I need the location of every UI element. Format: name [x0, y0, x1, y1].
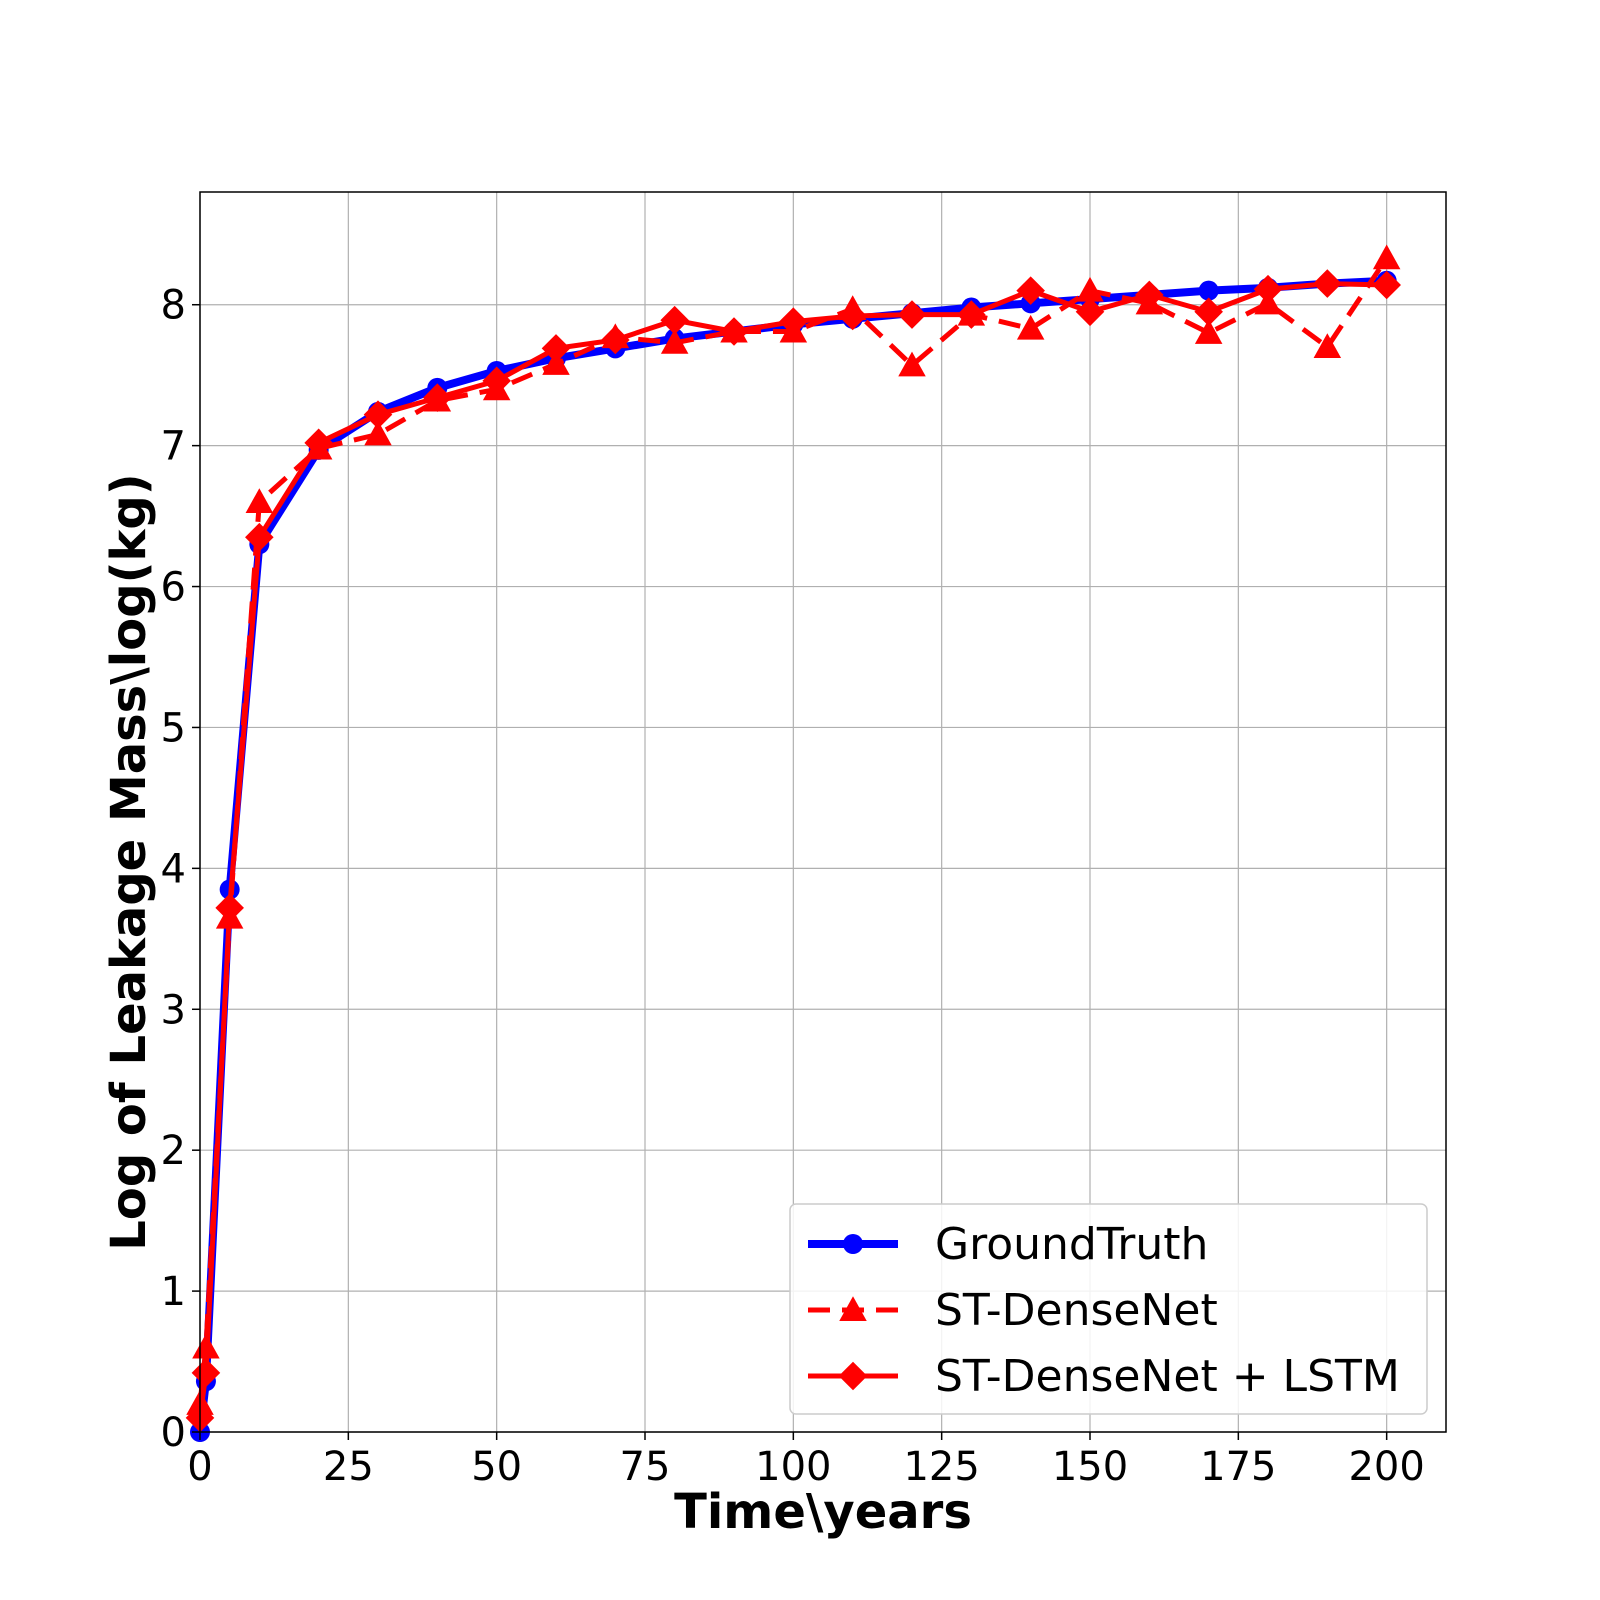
x-tick-label: 75	[620, 1444, 671, 1490]
y-tick-label: 6	[161, 565, 186, 611]
legend-entry: GroundTruth	[808, 1219, 1208, 1270]
series-line	[197, 256, 1389, 1405]
legend-label: ST-DenseNet + LSTM	[935, 1351, 1400, 1402]
series-3	[185, 269, 1401, 1433]
x-tick-label: 0	[187, 1444, 212, 1490]
x-tick-label: 25	[323, 1444, 374, 1490]
y-tick-label: 7	[161, 424, 186, 470]
x-tick-label: 100	[755, 1444, 831, 1490]
legend-marker	[843, 1234, 863, 1254]
data-point	[897, 300, 927, 329]
data-point	[1135, 280, 1164, 310]
data-point	[1313, 269, 1342, 298]
plot-frame	[199, 191, 1447, 1433]
data-point	[1076, 276, 1104, 302]
x-tick-label: 50	[471, 1444, 522, 1490]
data-point	[898, 351, 926, 377]
data-point	[1372, 270, 1401, 300]
legend: GroundTruth ST-DenseNet ST-DenseNet + LSTM	[789, 1203, 1428, 1415]
legend-label: ST-DenseNet	[935, 1285, 1218, 1336]
y-axis-ticks: 0 1 2 3 4 5 6 7 8	[161, 283, 200, 1456]
y-axis-title: Log of Leakage Mass\log(kg)	[101, 473, 157, 1250]
data-point	[1372, 244, 1401, 270]
data-point	[245, 522, 274, 552]
x-tick-label: 200	[1348, 1444, 1424, 1490]
data-point	[364, 420, 392, 446]
data-point	[838, 301, 867, 331]
grid	[199, 192, 1446, 1433]
x-axis-ticks: 0 25 50 75 100 125 150 175 200	[187, 1432, 1425, 1490]
x-axis-title: Time\years	[674, 1484, 972, 1540]
data-point	[957, 300, 986, 329]
data-point	[660, 305, 689, 335]
data-point	[719, 317, 749, 346]
data-point	[1194, 297, 1223, 327]
y-tick-label: 1	[161, 1269, 186, 1315]
x-tick-label: 175	[1200, 1444, 1276, 1490]
data-point	[245, 488, 274, 513]
y-tick-label: 3	[161, 987, 186, 1033]
y-tick-label: 5	[161, 705, 186, 751]
x-tick-label: 150	[1052, 1444, 1128, 1490]
data-point	[1016, 314, 1045, 340]
y-tick-label: 8	[161, 283, 186, 329]
data-point	[215, 893, 244, 923]
legend-entry: ST-DenseNet	[808, 1285, 1218, 1336]
data-point	[1313, 333, 1342, 358]
data-point	[1253, 274, 1283, 304]
data-point	[1075, 297, 1105, 327]
legend-label: GroundTruth	[935, 1219, 1208, 1270]
legend-marker	[838, 1361, 868, 1391]
data-point	[541, 334, 571, 363]
y-tick-label: 4	[161, 846, 186, 892]
legend-entry: ST-DenseNet + LSTM	[808, 1351, 1400, 1402]
legend-marker	[839, 1296, 867, 1321]
plot-series	[185, 244, 1401, 1442]
data-point	[1194, 319, 1223, 344]
y-tick-label: 2	[161, 1128, 186, 1174]
x-tick-label: 125	[903, 1444, 979, 1490]
legend-box	[789, 1203, 1428, 1415]
data-point	[482, 366, 511, 396]
data-point	[363, 400, 393, 429]
data-point	[660, 329, 689, 354]
data-point	[779, 307, 808, 336]
data-point	[1016, 276, 1045, 305]
data-point	[423, 383, 452, 413]
data-point	[1198, 280, 1219, 301]
y-tick-label: 0	[161, 1410, 186, 1456]
data-point	[601, 325, 630, 355]
data-point	[304, 428, 333, 458]
data-point	[191, 1358, 221, 1388]
